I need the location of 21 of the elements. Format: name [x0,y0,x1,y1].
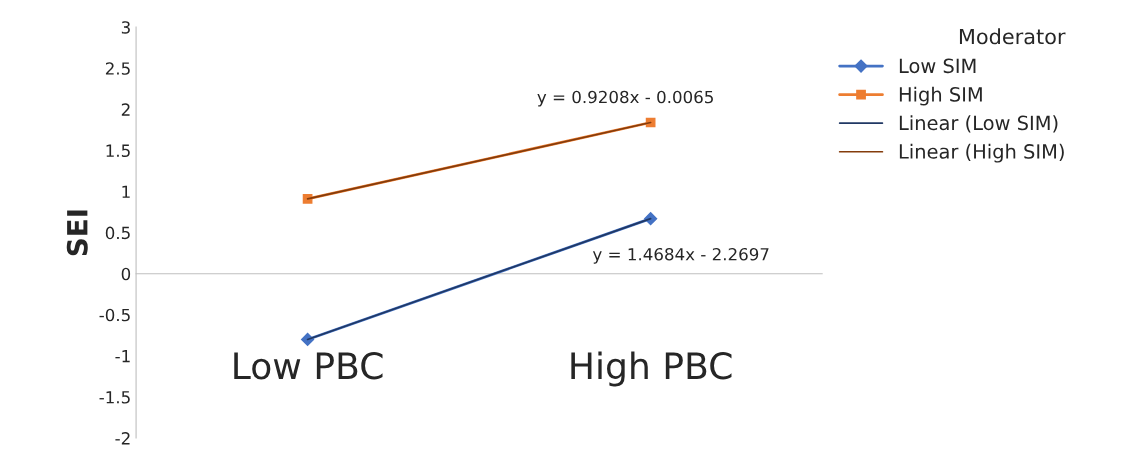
y-tick-label: -1 [115,350,130,363]
y-tick-label: 1.5 [106,144,130,158]
legend-label: Linear (Low SIM) [899,115,1058,133]
legend-label: High SIM [899,86,982,106]
x-tick-label: Low PBC [234,352,383,380]
annotation: y = 1.4684x - 2.2697 [592,247,769,264]
legend-title: Moderator [959,28,1066,45]
y-tick-label: 0.5 [105,226,130,240]
y-tick-label: 2.5 [105,62,130,75]
annotation: y = 0.9208x - 0.0065 [537,90,713,107]
x-tick-label: High PBC [571,351,732,387]
y-tick-label: 0 [121,267,131,281]
y-tick-label: 2 [121,103,130,116]
legend-label: Linear (High SIM) [899,143,1064,163]
legend-label: Low SIM [899,58,976,74]
y-tick-label: -2 [115,432,130,445]
y-axis-title: SEI [66,210,88,256]
y-tick-label: 1 [122,185,130,198]
y-tick-label: -0.5 [99,308,130,322]
y-tick-label: 3 [121,21,130,34]
y-tick-label: -1.5 [99,391,130,404]
